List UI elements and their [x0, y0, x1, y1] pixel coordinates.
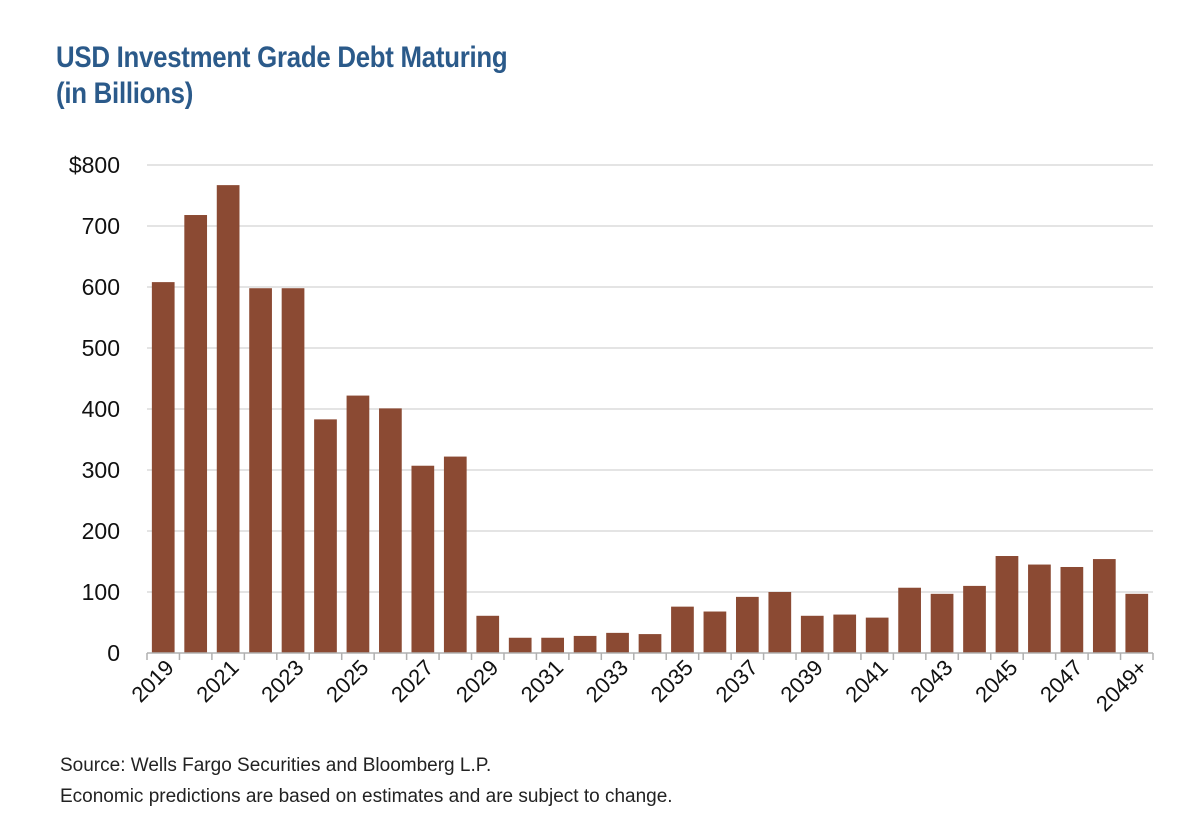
gridlines [147, 164, 1153, 593]
bar [379, 408, 402, 653]
x-axis [146, 652, 1154, 660]
y-tick-label: 0 [107, 640, 120, 666]
x-tick-label: 2021 [191, 655, 243, 707]
x-tick-label: 2041 [840, 655, 892, 707]
source-note: Source: Wells Fargo Securities and Bloom… [60, 755, 492, 776]
bar [411, 465, 435, 653]
disclaimer-note: Economic predictions are based on estima… [60, 786, 673, 807]
y-tick-label: $800 [69, 152, 120, 178]
bar [541, 637, 565, 653]
bar [151, 282, 175, 653]
bar [1092, 559, 1116, 653]
x-tick-label: 2049+ [1091, 655, 1152, 716]
y-tick-label: 700 [82, 213, 120, 239]
bars [151, 185, 1149, 653]
bar [963, 585, 986, 653]
bar [995, 556, 1019, 653]
y-tick-label: 600 [82, 274, 120, 300]
x-tick-label: 2033 [581, 655, 633, 707]
bar [281, 288, 305, 653]
bar [800, 615, 824, 653]
bar [476, 615, 500, 653]
bar [703, 611, 727, 653]
bar [638, 634, 662, 653]
x-tick-label: 2045 [970, 655, 1022, 707]
bar [930, 593, 954, 653]
y-tick-label: 500 [82, 335, 120, 361]
bar [1060, 566, 1084, 653]
bar [314, 419, 337, 653]
bar [346, 395, 370, 653]
bar [573, 635, 597, 653]
x-tick-label: 2035 [646, 655, 698, 707]
bar [508, 637, 532, 653]
chart-title: USD Investment Grade Debt Maturing (in B… [56, 40, 581, 112]
bar [898, 587, 921, 653]
x-tick-label: 2027 [386, 655, 438, 707]
y-tick-label: 200 [82, 518, 120, 544]
bar [735, 596, 759, 653]
x-tick-label: 2023 [256, 655, 308, 707]
y-tick-label: 100 [82, 579, 120, 605]
x-tick-label: 2019 [126, 655, 178, 707]
chart-title-line-2: (in Billions) [56, 77, 194, 110]
bar [1125, 593, 1149, 653]
bar [671, 606, 694, 653]
y-tick-label: 300 [82, 457, 120, 483]
chart-title-line-1: USD Investment Grade Debt Maturing [56, 41, 508, 74]
x-tick-label: 2037 [711, 655, 763, 707]
x-axis-tick-labels: 2019 2021 2023 2025 2027 2029 2031 2033 2035 2037… [126, 655, 1152, 716]
bar [184, 215, 208, 653]
x-tick-label: 2043 [905, 655, 957, 707]
y-tick-label: 400 [82, 396, 120, 422]
bar [443, 456, 467, 653]
bar [606, 632, 629, 653]
bar [833, 614, 857, 653]
bar [865, 617, 889, 653]
x-tick-label: 2039 [776, 655, 828, 707]
x-tick-label: 2031 [516, 655, 568, 707]
bar [249, 288, 272, 653]
y-axis-tick-labels: 0 100 200 300 400 500 600 700 $800 [69, 152, 120, 666]
x-tick-label: 2047 [1035, 655, 1087, 707]
bar [768, 592, 792, 653]
bar [216, 185, 240, 653]
x-tick-label: 2025 [321, 655, 373, 707]
bar [1028, 564, 1051, 653]
x-tick-label: 2029 [451, 655, 503, 707]
